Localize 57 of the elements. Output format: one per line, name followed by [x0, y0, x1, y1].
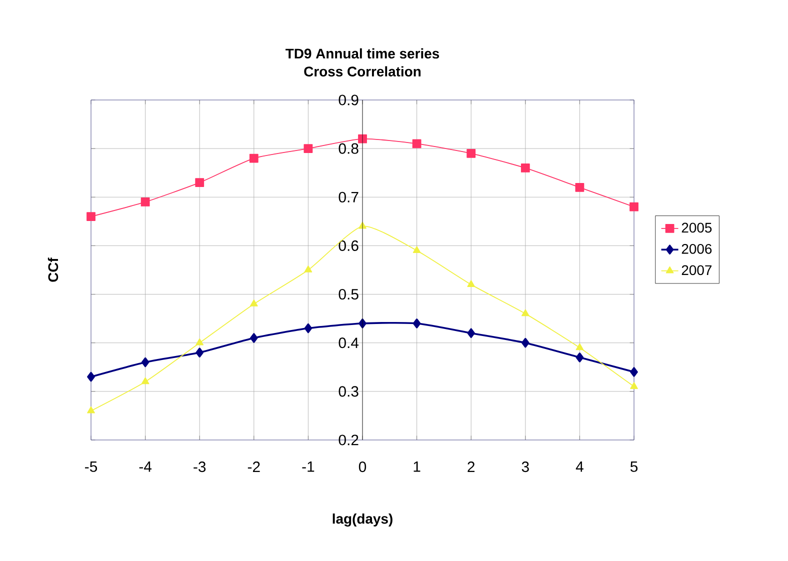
point	[520, 164, 530, 172]
point	[358, 134, 367, 144]
point	[304, 144, 313, 154]
point	[196, 338, 204, 346]
point	[304, 266, 312, 272]
point	[522, 338, 530, 348]
x-tick-label: 5	[630, 462, 638, 472]
y-tick-label: 0.3	[338, 386, 358, 397]
point	[87, 406, 95, 414]
point	[412, 318, 421, 328]
point	[412, 246, 421, 254]
point	[195, 178, 204, 188]
point	[141, 377, 150, 384]
x-tick-label: -2	[248, 462, 260, 472]
x-tick-label: -3	[194, 462, 206, 472]
point	[196, 348, 204, 358]
y-tick-label: 0.4	[338, 338, 359, 348]
point	[575, 182, 584, 192]
point	[630, 202, 638, 212]
y-tick-label: 0.2	[338, 434, 358, 446]
x-tick-label: 0	[358, 462, 366, 472]
chart-subtitle: Cross Correlation	[304, 66, 421, 76]
x-tick-label: -5	[85, 462, 98, 472]
y-tick-label: 0.6	[338, 240, 358, 251]
point	[250, 300, 258, 306]
point	[576, 343, 584, 350]
y-axis-title: CCf	[48, 258, 58, 282]
legend-label: 2007	[682, 265, 712, 276]
y-tick-label: 0.5	[338, 288, 358, 300]
x-tick-label: 1	[414, 462, 420, 472]
point	[249, 154, 258, 163]
legend-label: 2006	[682, 244, 712, 254]
point	[630, 382, 638, 390]
point	[86, 212, 96, 222]
x-tick-label: 3	[522, 462, 529, 472]
y-tick-label: 0.9	[338, 94, 358, 106]
point	[250, 333, 258, 343]
point	[304, 323, 312, 334]
point	[521, 309, 530, 316]
point	[466, 148, 476, 158]
point	[140, 198, 150, 206]
point	[467, 328, 476, 338]
x-tick-label: 2	[468, 462, 475, 472]
y-tick-label: 0.8	[338, 143, 358, 154]
point	[141, 357, 150, 368]
point	[87, 372, 95, 382]
legend-label: 2005	[682, 222, 712, 233]
point	[630, 367, 638, 377]
chart-title: TD9 Annual time series	[286, 48, 440, 59]
point	[412, 139, 422, 148]
x-tick-label: 4	[576, 462, 584, 472]
point	[467, 280, 476, 288]
point	[576, 352, 584, 362]
y-tick-label: 0.7	[338, 192, 358, 202]
x-tick-label: -4	[139, 462, 152, 472]
x-tick-label: -1	[302, 462, 314, 472]
x-axis-title: lag(days)	[332, 514, 392, 527]
